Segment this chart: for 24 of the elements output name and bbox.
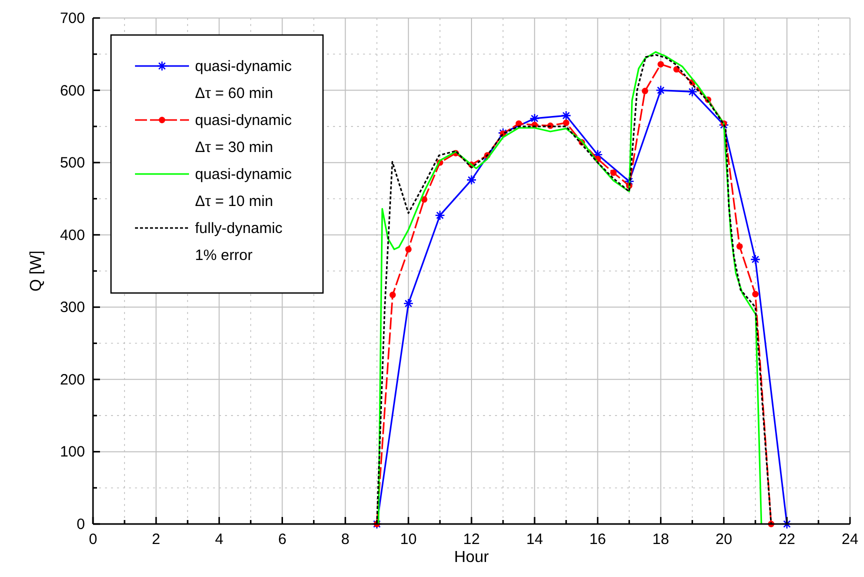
x-tick-label: 12 — [463, 531, 480, 548]
legend-label: fully-dynamic 1% error — [195, 220, 284, 264]
x-tick-label: 2 — [152, 531, 160, 548]
y-tick-label: 0 — [76, 516, 85, 533]
x-tick-label: 8 — [341, 531, 350, 548]
x-tick-label: 10 — [400, 531, 417, 548]
x-tick-label: 6 — [278, 531, 286, 548]
x-axis-title: Hour — [454, 549, 490, 566]
y-tick-label: 400 — [60, 226, 85, 244]
y-tick-label: 200 — [60, 371, 85, 388]
y-tick-label: 100 — [60, 444, 85, 461]
y-tick-label: 600 — [60, 82, 85, 100]
x-tick-label: 14 — [526, 531, 543, 548]
x-tick-label: 0 — [88, 531, 98, 548]
y-tick-label: 500 — [60, 154, 85, 172]
x-tick-label: 22 — [778, 531, 796, 548]
x-tick-label: 4 — [214, 531, 224, 548]
y-tick-label: 300 — [60, 299, 85, 316]
x-tick-label: 16 — [589, 531, 606, 548]
y-axis-title: Q [W] — [28, 250, 45, 292]
y-tick-label: 700 — [60, 10, 85, 27]
x-tick-label: 18 — [652, 531, 670, 548]
x-tick-label: 20 — [715, 531, 732, 548]
x-tick-label: 24 — [842, 531, 858, 548]
